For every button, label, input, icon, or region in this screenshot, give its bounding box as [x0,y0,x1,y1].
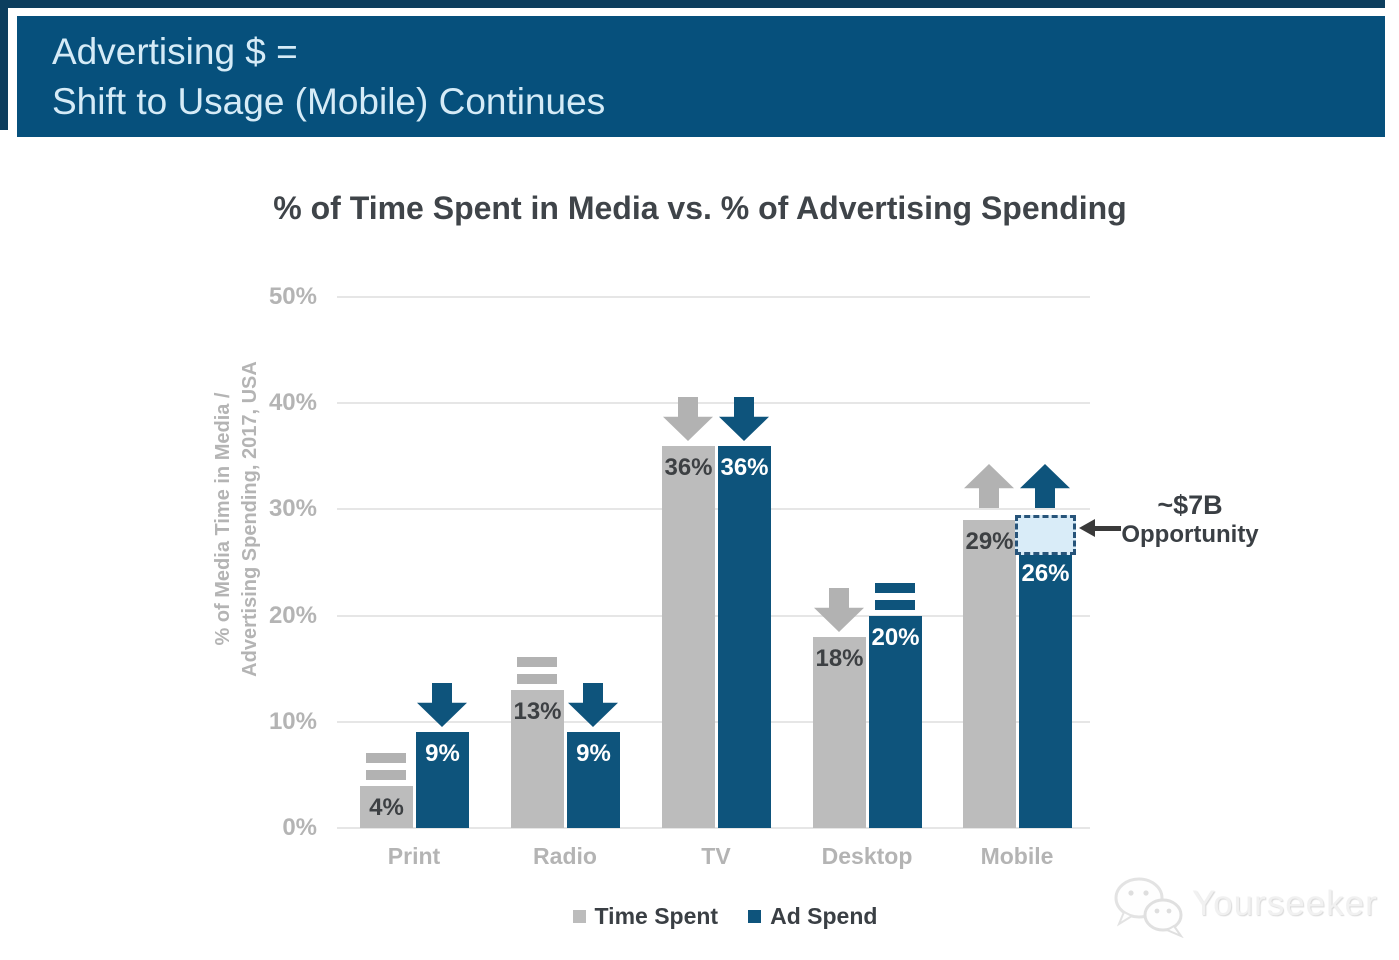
bar-value-label: 29% [965,528,1014,555]
chart-title: % of Time Spent in Media vs. % of Advert… [273,190,1127,226]
trend-down-icon [814,588,864,632]
x-category-label: Mobile [980,843,1054,869]
legend-label: Time Spent [594,903,719,929]
opportunity-annotation: ~$7B Opportunity [1110,490,1270,549]
bar-time-spent-desktop [813,637,866,828]
gridline [337,827,1090,829]
x-category-label: Radio [533,843,597,869]
x-category-label: Print [387,843,441,869]
bar-time-spent-tv [662,446,715,828]
watermark-text: Yourseeker [1192,884,1378,923]
trend-equal-icon [517,674,557,684]
bar-ad-spend-print [416,732,469,828]
bar-ad-spend-desktop [869,616,922,828]
bar-value-label: 18% [815,645,864,672]
banner-line2: Shift to Usage (Mobile) Continues [52,81,606,122]
bar-value-label: 36% [720,454,769,481]
bar-time-spent-print [360,786,413,828]
title-banner: Advertising $ = Shift to Usage (Mobile) … [17,16,1385,137]
bar-value-label: 9% [425,740,460,767]
opportunity-arrow-icon [1079,519,1095,537]
gridline [337,296,1090,298]
y-tick-label: 50% [268,283,317,310]
trend-equal-icon [366,770,406,780]
bar-value-label: 26% [1021,560,1070,587]
x-category-label: TV [701,843,731,869]
y-tick-label: 30% [268,495,317,522]
bar-ad-spend-tv [718,446,771,828]
opportunity-arrow-line [1093,526,1121,531]
banner-left-strip [0,0,8,130]
y-tick-label: 10% [268,708,317,735]
bar-value-label: 4% [369,794,404,821]
legend-item-ad-spend: Ad Spend [748,903,877,930]
trend-equal-icon [875,583,915,593]
trend-equal-icon [517,657,557,667]
trend-up-icon [1020,464,1070,508]
bar-value-label: 9% [576,740,611,767]
x-category-label: Desktop [821,843,913,869]
bar-value-label: 36% [664,454,713,481]
banner-top-strip [0,0,1385,8]
legend-label: Ad Spend [770,903,878,929]
bar-time-spent-radio [511,690,564,828]
bar-ad-spend-mobile [1019,552,1072,828]
y-tick-label: 0% [282,814,317,841]
trend-up-icon [964,464,1014,508]
bar-time-spent-mobile [963,520,1016,828]
trend-equal-icon [366,753,406,763]
gridline [337,402,1090,404]
legend-item-time-spent: Time Spent [572,903,719,930]
y-tick-label: 20% [268,602,317,629]
wechat-logo-icon [1112,876,1190,943]
bar-ad-spend-radio [567,732,620,828]
y-tick-label: 40% [268,389,317,416]
bar-value-label: 20% [871,624,920,651]
legend-swatch [572,910,586,923]
legend: Time Spent Ad Spend [500,903,950,930]
legend-swatch [748,910,762,923]
opportunity-value: ~$7B [1157,490,1223,520]
banner-line1: Advertising $ = [52,31,298,72]
opportunity-gap-box [1015,515,1076,555]
opportunity-label: Opportunity [1121,521,1259,548]
trend-equal-icon [875,600,915,610]
bar-value-label: 13% [513,698,562,725]
